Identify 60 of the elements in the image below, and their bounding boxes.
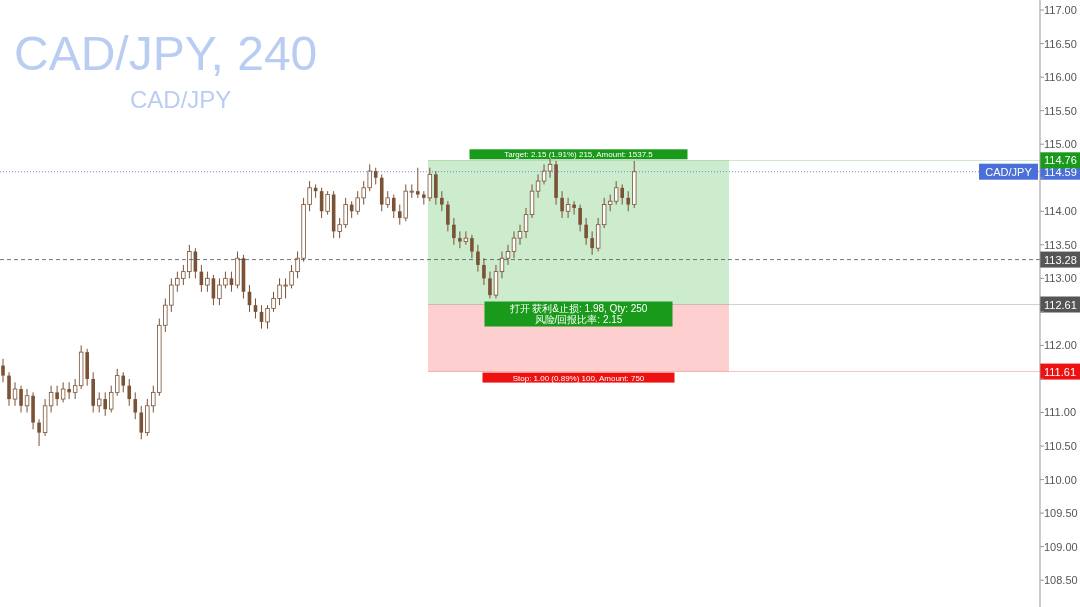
y-tick-label: 116.00 bbox=[1044, 71, 1077, 84]
band-label: Target: 2.15 (1.91%) 215, Amount: 1537.5 bbox=[504, 150, 654, 160]
candlestick bbox=[452, 217, 456, 246]
candlestick bbox=[482, 257, 486, 286]
candlestick bbox=[488, 271, 492, 299]
candlestick bbox=[626, 190, 631, 212]
text: CAD/JPY, 240 bbox=[14, 27, 318, 80]
y-tick-label: 117.00 bbox=[1044, 4, 1077, 17]
candlestick bbox=[416, 167, 420, 199]
y-tick-label: 110.00 bbox=[1044, 473, 1077, 486]
annotation: 打开 获利&止损: 1.98, Qty: 250 bbox=[508, 302, 648, 314]
candlestick bbox=[391, 194, 396, 219]
candlestick bbox=[19, 385, 23, 413]
candlestick bbox=[470, 234, 474, 259]
candlestick bbox=[434, 170, 438, 206]
candlestick bbox=[590, 230, 594, 256]
candlestick bbox=[523, 207, 529, 239]
ref-line-label: 112.61 bbox=[1044, 298, 1077, 311]
candlestick bbox=[578, 204, 582, 232]
candlestick bbox=[133, 391, 138, 420]
candlestick bbox=[493, 264, 499, 299]
candlestick bbox=[505, 244, 511, 266]
candlestick bbox=[1, 358, 5, 383]
band-label: Stop: 1.00 (0.89%) 100, Amount: 750 bbox=[512, 373, 645, 383]
candlestick bbox=[205, 271, 210, 293]
ref-line-label: 113.28 bbox=[1044, 253, 1077, 266]
candlestick bbox=[127, 378, 132, 407]
candlestick bbox=[476, 244, 480, 273]
ref-line-label: 114.59 bbox=[1044, 165, 1077, 178]
y-tick-label: 112.00 bbox=[1044, 339, 1077, 352]
y-tick-label: 116.50 bbox=[1044, 37, 1077, 50]
y-tick-label: 114.00 bbox=[1044, 205, 1077, 218]
candlestick bbox=[12, 381, 18, 407]
y-tick-label: 110.50 bbox=[1044, 440, 1077, 453]
candlestick bbox=[7, 371, 11, 407]
y-tick-label: 115.00 bbox=[1044, 138, 1077, 151]
text: CAD/JPY bbox=[130, 86, 232, 113]
y-tick-label: 113.50 bbox=[1044, 238, 1077, 251]
y-tick-label: 113.00 bbox=[1044, 272, 1077, 285]
candlestick bbox=[325, 190, 330, 216]
annotation: CAD/JPY bbox=[985, 165, 1033, 178]
candlestick bbox=[511, 230, 517, 259]
candlestick bbox=[584, 217, 588, 246]
candlestick bbox=[446, 200, 450, 232]
candlestick bbox=[517, 224, 523, 246]
annotation: 风险/回报比率: 2.15 bbox=[534, 313, 623, 325]
candlestick bbox=[440, 190, 444, 212]
candlestick bbox=[560, 190, 564, 219]
y-tick-label: 109.50 bbox=[1044, 507, 1078, 520]
y-tick-label: 109.00 bbox=[1044, 540, 1078, 553]
candlestick bbox=[529, 183, 535, 219]
y-tick-label: 108.50 bbox=[1044, 574, 1078, 587]
candlestick bbox=[37, 418, 41, 447]
candlestick bbox=[139, 405, 144, 440]
y-tick-label: 111.00 bbox=[1044, 406, 1077, 419]
candlestick bbox=[535, 173, 541, 199]
ref-line-label: 111.61 bbox=[1044, 365, 1077, 378]
candlestick bbox=[541, 163, 547, 185]
ref-line-label: 114.76 bbox=[1044, 154, 1077, 167]
y-tick-label: 115.50 bbox=[1044, 104, 1077, 117]
